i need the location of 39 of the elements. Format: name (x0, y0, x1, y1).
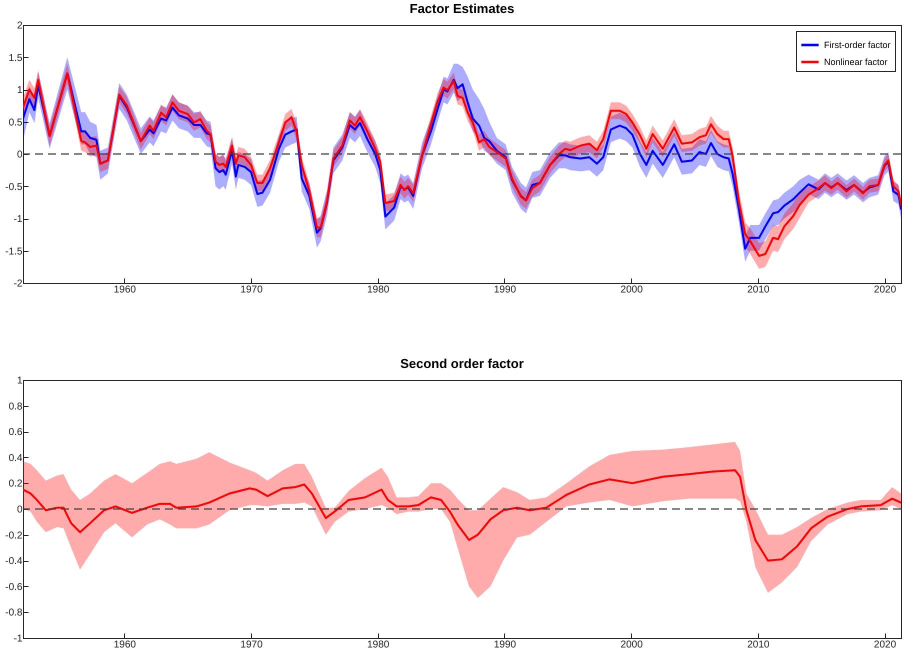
x-tick-label: 1990 (494, 284, 517, 296)
y-tick-label: -0.6 (5, 582, 23, 593)
y-tick-label: -2 (14, 278, 23, 290)
y-tick-label: -0.4 (5, 556, 23, 568)
y-tick-label: 1 (16, 85, 23, 96)
y-tick-label: 0.6 (8, 427, 23, 438)
x-tick-label: 1970 (240, 640, 264, 650)
y-tick-label: -1.5 (5, 246, 23, 258)
legend-label: Nonlinear factor (824, 57, 888, 67)
y-tick-label: -0.8 (5, 608, 23, 619)
x-tick-label: 2010 (747, 284, 770, 296)
y-tick-label: 1.5 (8, 52, 23, 64)
x-tick-label: 2000 (620, 284, 644, 296)
y-tick-label: 0.5 (8, 117, 23, 128)
y-tick-label: -0.2 (5, 530, 23, 542)
x-tick-label: 2020 (874, 284, 897, 296)
chart-title: Second order factor (400, 356, 524, 371)
y-tick-label: 0.4 (8, 452, 23, 464)
legend-label: First-order factor (824, 40, 891, 50)
y-tick-label: 0.8 (8, 401, 23, 412)
x-tick-label: 2000 (620, 640, 644, 650)
x-tick-label: 1980 (367, 284, 390, 296)
y-tick-label: 0 (16, 150, 23, 160)
x-tick-label: 1970 (240, 284, 264, 296)
x-tick-label: 2010 (747, 640, 770, 650)
chart-title: Factor Estimates (410, 1, 514, 16)
x-tick-label: 1980 (367, 640, 390, 650)
y-tick-label: -1 (14, 634, 23, 644)
y-tick-label: -1 (14, 214, 23, 225)
x-tick-label: 1990 (494, 640, 517, 650)
y-tick-label: 1 (16, 376, 23, 386)
y-tick-label: 0.2 (8, 478, 23, 490)
line-series (23, 469, 901, 562)
x-tick-label: 1960 (114, 284, 136, 296)
y-tick-label: -0.5 (5, 182, 23, 193)
x-tick-label: 1960 (114, 640, 136, 650)
y-tick-label: 2 (16, 20, 23, 32)
x-tick-label: 2020 (874, 640, 897, 650)
y-tick-label: 0 (16, 504, 23, 516)
